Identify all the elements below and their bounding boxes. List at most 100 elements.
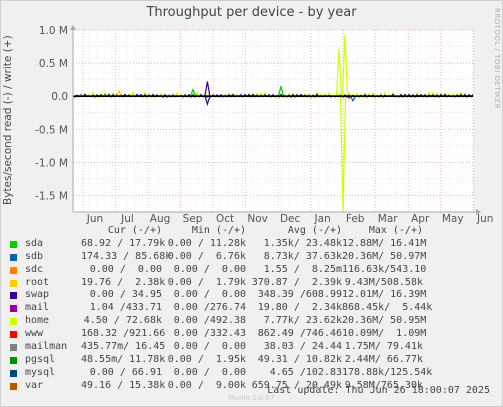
- legend-max: 2.44M/ 66.77k: [344, 353, 423, 365]
- legend-avg: 1.35k/ 23.48k: [263, 237, 342, 249]
- legend-min: 0.00 / 1.95k: [167, 353, 246, 365]
- legend-min: 0.00 / 0.00: [173, 289, 246, 301]
- x-tick-label: Jun: [86, 213, 103, 225]
- legend-row: mailman 435.77m/ 16.45 0.00 / 0.00 38.03 / …: [10, 341, 495, 354]
- legend-swatch: [10, 344, 17, 352]
- legend-name: root: [25, 276, 50, 288]
- spike-sdb: [349, 95, 357, 103]
- legend-swatch: [10, 253, 17, 261]
- legend-avg: 8.73k/ 37.63k: [263, 250, 342, 262]
- legend-avg: 19.80 / 2.34k: [257, 302, 342, 314]
- legend-row: root 19.76 / 2.38k 0.00 / 1.79k 370.87 / 2.…: [10, 277, 495, 290]
- legend-max: 178.88k/125.54k: [342, 366, 433, 378]
- header-max: Max (-/+): [368, 225, 423, 236]
- legend-min: 0.00 / 0.00: [173, 263, 246, 275]
- x-tick-label: Apr: [411, 213, 430, 225]
- legend-cur: 48.55m/ 11.78k: [81, 353, 166, 365]
- x-tick-label: Nov: [247, 213, 268, 225]
- legend-name: swap: [25, 289, 50, 301]
- y-tick-label: 0.0: [51, 91, 68, 103]
- legend-cur: 1.04 /433.71: [89, 302, 162, 314]
- legend-cur: 435.77m/ 16.45: [81, 341, 166, 353]
- legend-avg: 4.65 /102.83: [269, 366, 342, 378]
- legend-max: 868.45k/ 5.44k: [342, 302, 433, 314]
- legend-max: 116.63k/543.10: [342, 263, 427, 275]
- legend-min: 0.00 / 6.76k: [167, 250, 246, 262]
- legend-min: 0.00 /332.43: [173, 328, 246, 340]
- legend-min: 0.00 / 11.28k: [167, 237, 246, 249]
- legend-max: 20.36M/ 50.95M: [342, 315, 427, 327]
- legend-row: pgsql 48.55m/ 11.78k 0.00 / 1.95k 49.31 / 1…: [10, 354, 495, 367]
- legend-row: swap 0.00 / 34.95 0.00 / 0.00 348.39 /608.9…: [10, 289, 495, 302]
- grid: [73, 29, 474, 213]
- legend-min: 0.00 / 0.00: [173, 366, 246, 378]
- legend-max: 20.36M/ 50.97M: [342, 250, 427, 262]
- header-cur: Cur (-/+): [107, 225, 162, 236]
- x-tick-label: Oct: [216, 213, 234, 225]
- spike-swap: [204, 81, 211, 97]
- legend-name: mail: [25, 302, 50, 314]
- x-tick-label: Sep: [183, 213, 203, 225]
- legend-max: 12.01M/ 16.39M: [342, 289, 427, 301]
- spike-swap: [204, 96, 211, 107]
- legend-row: www 168.32 /921.66 0.00 /332.43 862.49 /746…: [10, 328, 495, 341]
- legend-avg: 1.55 / 8.25m: [263, 263, 342, 275]
- x-tick-label: May: [442, 213, 464, 225]
- legend-swatch: [10, 240, 17, 248]
- legend-cur: 0.00 / 34.95: [89, 289, 162, 301]
- legend-row: home 4.50 / 72.68k 0.00 /492.38 7.77k/ 23.6…: [10, 315, 495, 328]
- spike-sda: [277, 86, 285, 97]
- y-tick-label: 0.5 M: [39, 58, 68, 70]
- spike-home: [341, 34, 349, 97]
- legend-max: 9.43M/508.58k: [344, 276, 423, 288]
- legend-cur: 49.16 / 15.38k: [81, 379, 166, 391]
- legend-cur: 0.00 / 0.00: [89, 263, 162, 275]
- x-tick-label: Feb: [346, 213, 365, 225]
- legend-swatch: [10, 356, 17, 364]
- legend-swatch: [10, 382, 17, 390]
- legend-name: home: [25, 315, 50, 327]
- x-tick-label: Jun: [476, 213, 493, 225]
- legend-name: sdc: [25, 263, 44, 275]
- legend-avg: 38.03 / 24.44: [263, 341, 342, 353]
- x-tick-label: Dec: [280, 213, 301, 225]
- legend-name: sda: [25, 237, 44, 249]
- legend-swatch: [10, 369, 17, 377]
- legend-table: Cur (-/+) Min (-/+) Avg (-/+) Max (-/+) …: [10, 225, 495, 393]
- legend-swatch: [10, 266, 17, 274]
- y-tick-label: -0.5 M: [35, 124, 68, 136]
- legend-max: 1.75M/ 79.41k: [344, 341, 423, 353]
- series-lines: [72, 34, 474, 213]
- plot-area: 1.0 M 0.5 M 0.0 -0.5 M -1.0 M -1.5 M Jun Jul Au…: [35, 25, 493, 225]
- footer-credit: Munin 2.0.67: [228, 394, 275, 402]
- legend-max: 9.58M/765.30k: [344, 379, 423, 391]
- x-axis-arrow: [476, 209, 481, 215]
- legend-swatch: [10, 279, 17, 287]
- x-tick-label: Aug: [150, 213, 171, 225]
- spike-root: [115, 89, 123, 97]
- legend-avg: 659.75 / 20.49k: [251, 379, 342, 391]
- legend-avg: 7.77k/ 23.62k: [263, 315, 342, 327]
- x-tick-label: Mar: [378, 213, 398, 225]
- legend-name: mysql: [25, 366, 56, 378]
- y-axis-arrow: [70, 25, 76, 30]
- legend-row: sdb 174.33 / 85.68k 0.00 / 6.76k 8.73k/ 37.…: [10, 251, 495, 264]
- legend-row: mail 1.04 /433.71 0.00 /276.74 19.80 / 2.34…: [10, 302, 495, 315]
- legend-cur: 0.00 / 66.91: [89, 366, 162, 378]
- legend-avg: 862.49 /746.46: [257, 328, 342, 340]
- legend-row: var 49.16 / 15.38k 0.00 / 9.00k 659.75 / 20…: [10, 380, 495, 393]
- legend-avg: 348.39 /608.99: [257, 289, 342, 301]
- spike-sda: [189, 87, 197, 97]
- legend-swatch: [10, 292, 17, 300]
- legend-min: 0.00 /276.74: [173, 302, 246, 314]
- spike-home: [335, 48, 343, 97]
- x-tick-label: Jul: [120, 213, 134, 225]
- legend-swatch: [10, 305, 17, 313]
- header-avg: Avg (-/+): [287, 225, 342, 236]
- legend-avg: 370.87 / 2.39k: [251, 276, 342, 288]
- legend-row: mysql 0.00 / 66.91 0.00 / 0.00 4.65 /102.83…: [10, 367, 495, 380]
- legend-name: sdb: [25, 250, 44, 262]
- x-tick-label: Jan: [314, 213, 331, 225]
- legend-avg: 49.31 / 10.82k: [257, 353, 342, 365]
- legend-name: var: [25, 379, 44, 391]
